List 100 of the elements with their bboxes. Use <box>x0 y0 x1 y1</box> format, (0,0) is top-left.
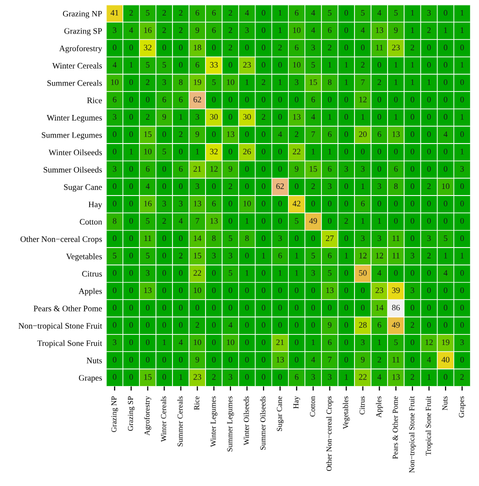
y-tick-label: Nuts <box>86 358 102 364</box>
data-label: 3 <box>112 27 116 33</box>
data-label: 13 <box>376 27 384 33</box>
data-label: 23 <box>392 44 400 50</box>
data-label: 1 <box>295 252 298 258</box>
y-tick-label: Citrus <box>82 271 102 277</box>
data-label: 0 <box>262 218 266 224</box>
data-label: 1 <box>460 62 464 68</box>
data-label: 1 <box>312 148 315 154</box>
data-label: 4 <box>146 183 150 189</box>
data-label: 0 <box>162 287 166 294</box>
data-label: 0 <box>262 62 266 68</box>
data-label: 0 <box>245 356 249 362</box>
y-tick-label: Winter Oilseeds <box>48 149 102 156</box>
data-label: 3 <box>328 183 332 190</box>
data-label: 0 <box>162 166 166 172</box>
y-tick-label: Summer Legumes <box>42 132 102 140</box>
data-label: 0 <box>410 131 414 138</box>
data-label: 0 <box>129 114 133 120</box>
data-label: 0 <box>179 148 183 154</box>
data-label: 0 <box>444 148 448 154</box>
data-label: 0 <box>328 200 332 206</box>
data-label: 0 <box>162 374 166 380</box>
data-label: 0 <box>460 235 464 242</box>
data-label: 0 <box>179 304 183 310</box>
data-label: 1 <box>378 340 381 346</box>
data-label: 2 <box>228 44 232 50</box>
data-label: 7 <box>196 218 200 224</box>
data-label: 0 <box>112 270 116 276</box>
data-label: 2 <box>361 62 364 68</box>
data-label: 15 <box>144 131 152 138</box>
data-label: 0 <box>460 356 464 362</box>
data-label: 0 <box>212 322 216 328</box>
data-label: 0 <box>328 218 332 224</box>
y-tick-label: Other Non−cereal Crops <box>20 236 102 244</box>
data-label: 0 <box>444 114 448 120</box>
data-label: 0 <box>460 96 464 102</box>
data-label: 16 <box>144 200 152 206</box>
data-label: 3 <box>294 79 298 85</box>
data-label: 0 <box>361 287 365 294</box>
data-label: 0 <box>444 62 448 68</box>
data-label: 0 <box>146 356 150 362</box>
data-label: 6 <box>328 27 332 33</box>
data-label: 0 <box>228 356 232 362</box>
data-label: 2 <box>228 183 232 189</box>
data-label: 0 <box>394 270 398 276</box>
data-label: 0 <box>294 235 298 242</box>
data-label: 0 <box>212 44 216 50</box>
data-label: 12 <box>376 252 384 258</box>
y-tick-label: Non−tropical Stone Fruit <box>18 322 102 330</box>
data-label: 0 <box>179 44 183 50</box>
data-label: 15 <box>144 374 152 380</box>
data-label: 11 <box>144 235 152 241</box>
data-label: 0 <box>344 131 348 138</box>
data-label: 10 <box>227 339 234 346</box>
data-label: 13 <box>210 218 218 224</box>
data-label: 0 <box>444 200 448 206</box>
data-label: 6 <box>311 96 316 102</box>
data-label: 6 <box>361 200 365 206</box>
data-label: 4 <box>311 27 316 33</box>
data-label: 86 <box>392 304 400 310</box>
data-label: 0 <box>212 339 216 346</box>
data-label: 27 <box>326 235 334 241</box>
data-label: 13 <box>276 356 284 362</box>
data-label: 0 <box>278 166 282 172</box>
data-label: 1 <box>460 114 464 120</box>
data-label: 2 <box>162 27 166 33</box>
data-label: 5 <box>212 79 216 85</box>
data-label: 0 <box>129 200 133 206</box>
data-label: 2 <box>427 27 431 33</box>
data-label: 5 <box>162 62 166 68</box>
data-label: 0 <box>162 44 166 50</box>
data-label: 0 <box>344 339 348 346</box>
data-label: 0 <box>245 183 249 190</box>
data-label: 9 <box>361 356 365 362</box>
data-label: 4 <box>129 27 134 33</box>
data-label: 3 <box>212 252 216 258</box>
data-label: 0 <box>460 218 464 224</box>
data-label: 1 <box>444 252 448 258</box>
data-label: 0 <box>278 218 282 224</box>
data-label: 6 <box>294 44 298 50</box>
data-label: 0 <box>129 183 133 190</box>
data-label: 0 <box>427 114 431 120</box>
data-label: 0 <box>245 374 249 380</box>
data-label: 0 <box>311 200 315 206</box>
data-label: 0 <box>112 374 116 380</box>
data-label: 6 <box>278 252 282 258</box>
data-label: 9 <box>294 166 298 172</box>
data-label: 13 <box>144 287 152 294</box>
data-label: 4 <box>377 10 382 16</box>
data-label: 15 <box>194 252 202 258</box>
data-label: 1 <box>344 374 348 380</box>
data-label: 5 <box>295 218 298 224</box>
data-label: 1 <box>460 252 464 258</box>
data-label: 6 <box>212 27 216 33</box>
data-label: 5 <box>228 270 232 276</box>
data-label: 0 <box>294 339 298 346</box>
data-label: 0 <box>427 131 431 138</box>
data-label: 2 <box>344 218 348 224</box>
data-label: 0 <box>112 322 116 328</box>
